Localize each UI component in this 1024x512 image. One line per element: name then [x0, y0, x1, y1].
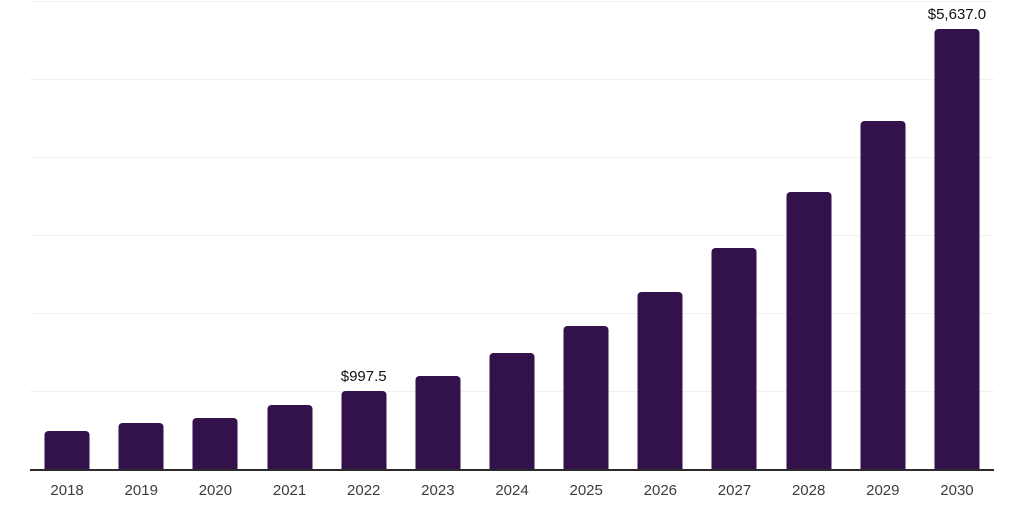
bar-column-2020	[178, 1, 252, 469]
bar-column-2028	[772, 1, 846, 469]
bar-2026	[637, 291, 683, 469]
bar-column-2024	[475, 1, 549, 469]
bar-2029	[860, 121, 906, 469]
x-tick-label-2024: 2024	[495, 482, 529, 499]
value-label-2030: $5,637.0	[927, 6, 987, 24]
bar-column-2021	[252, 1, 326, 469]
bar-column-2023	[401, 1, 475, 469]
x-tick-label-2030: 2030	[940, 482, 974, 499]
bar-2020	[192, 417, 238, 469]
bar-2030	[934, 29, 980, 469]
gridline-6000	[30, 1, 994, 2]
bar-column-2018	[30, 1, 104, 469]
bar-column-2029	[846, 1, 920, 469]
bar-column-2022: $997.5	[327, 1, 401, 469]
bars-container: $997.5 $5,637.0	[30, 1, 994, 469]
x-axis-labels: 2018 2019 2020 2021 2022 2023 2024 2025 2026 2027…	[30, 482, 994, 499]
plot-area: $997.5 $5,637.0	[30, 1, 994, 471]
bar-2021	[267, 405, 313, 469]
bar-2023	[415, 376, 461, 469]
gridline-4000	[30, 157, 994, 158]
bar-2025	[563, 325, 609, 469]
bar-2018	[44, 430, 90, 469]
x-tick-label-2020: 2020	[198, 482, 233, 499]
bar-2022	[341, 391, 387, 469]
bar-column-2019	[104, 1, 178, 469]
x-tick-label-2028: 2028	[791, 482, 826, 499]
x-tick-label-2021: 2021	[272, 482, 307, 499]
bar-column-2027	[697, 1, 771, 469]
gridline-5000	[30, 79, 994, 80]
bar-column-2026	[623, 1, 697, 469]
bar-2024	[489, 352, 535, 469]
x-tick-label-2027: 2027	[717, 482, 752, 499]
gridline-3000	[30, 235, 994, 236]
x-tick-label-2029: 2029	[866, 482, 900, 499]
gridline-2000	[30, 313, 994, 314]
bar-2019	[118, 422, 164, 469]
value-label-2022: $997.5	[340, 368, 387, 386]
bar-2028	[786, 192, 832, 469]
x-tick-label-2022: 2022	[347, 482, 381, 499]
x-tick-label-2018: 2018	[50, 482, 84, 499]
x-tick-label-2019: 2019	[124, 482, 158, 499]
x-tick-label-2026: 2026	[643, 482, 678, 499]
x-tick-label-2025: 2025	[569, 482, 603, 499]
bar-column-2025	[549, 1, 623, 469]
bar-column-2030: $5,637.0	[920, 1, 994, 469]
bar-2027	[711, 247, 757, 469]
x-tick-label-2023: 2023	[421, 482, 455, 499]
